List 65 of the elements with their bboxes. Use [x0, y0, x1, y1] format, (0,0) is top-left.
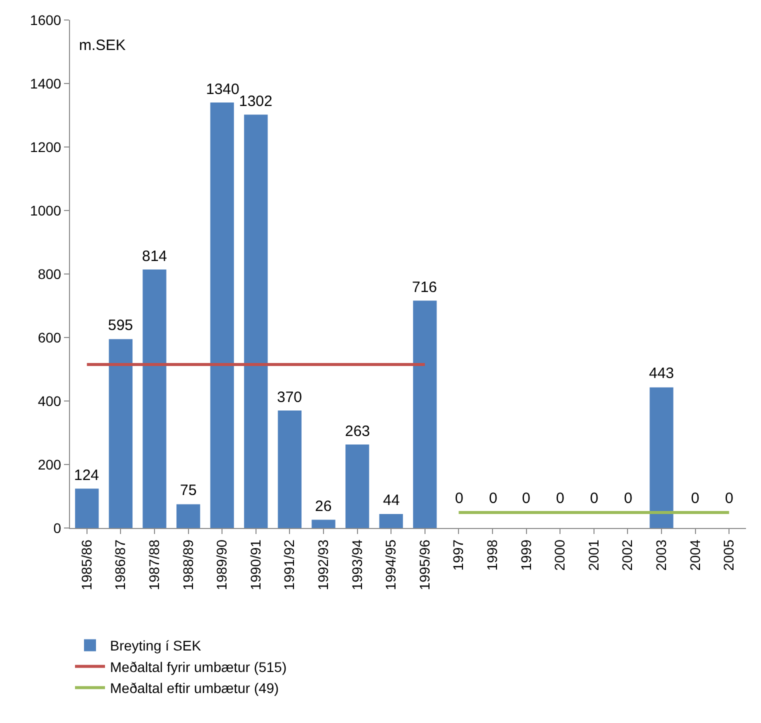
- data-label: 0: [691, 490, 700, 507]
- data-label: 1340: [206, 81, 240, 98]
- y-tick-label: 1000: [30, 202, 62, 218]
- data-label: 75: [180, 482, 197, 499]
- data-label: 0: [489, 490, 498, 507]
- legend-label: Meðaltal fyrir umbætur (515): [110, 658, 287, 675]
- x-tick-label: 1994/95: [382, 539, 399, 590]
- x-tick-label: 1993/94: [348, 539, 365, 590]
- y-tick-label: 200: [38, 456, 62, 472]
- bar: [108, 339, 133, 528]
- y-tick-label: 1400: [30, 75, 62, 92]
- x-tick-label: 2002: [619, 539, 636, 571]
- x-tick-label: 1997: [450, 539, 466, 571]
- legend-label: Breyting í SEK: [110, 638, 202, 654]
- data-label: 443: [649, 365, 674, 382]
- data-label: 26: [315, 498, 332, 515]
- data-label: 263: [345, 423, 370, 440]
- data-label: 44: [383, 492, 400, 509]
- data-label: 370: [277, 389, 302, 406]
- x-tick-label: 2005: [720, 539, 737, 571]
- bar: [75, 488, 99, 528]
- bar: [278, 410, 302, 528]
- bar: [142, 270, 166, 528]
- x-tick-label: 2001: [585, 539, 602, 571]
- x-tick-label: 1987/88: [146, 539, 162, 590]
- data-label: 0: [556, 490, 564, 507]
- bar: [210, 102, 234, 528]
- x-tick-label: 1988/89: [180, 539, 196, 590]
- y-tick-label: 600: [38, 329, 62, 346]
- data-label: 1302: [239, 93, 272, 110]
- x-tick-label: 2000: [552, 539, 568, 571]
- bar: [312, 520, 336, 528]
- x-tick-label: 1991/92: [281, 539, 298, 590]
- x-tick-label: 2003: [653, 539, 670, 571]
- data-label: 0: [455, 490, 464, 507]
- data-label: 0: [522, 490, 530, 507]
- bar: [244, 114, 268, 528]
- data-label: 0: [725, 490, 734, 507]
- bar: [413, 300, 437, 528]
- bar: [345, 444, 370, 528]
- data-label: 0: [624, 490, 632, 507]
- x-tick-label: 2004: [686, 539, 703, 571]
- y-tick-label: 0: [53, 520, 62, 536]
- x-tick-label: 1995/96: [416, 539, 432, 590]
- data-label: 814: [142, 248, 168, 265]
- x-tick-label: 1989/90: [214, 539, 230, 590]
- x-tick-label: 1999: [518, 539, 534, 571]
- y-tick-label: 1200: [30, 138, 62, 155]
- x-tick-label: 1986/87: [112, 539, 128, 590]
- bar: [379, 514, 403, 528]
- x-tick-label: 1990/91: [247, 539, 264, 590]
- data-label: 0: [590, 490, 598, 507]
- annotation: m.SEK: [79, 37, 126, 54]
- bar: [650, 387, 674, 528]
- data-label: 716: [412, 279, 438, 296]
- data-label: 124: [74, 467, 100, 484]
- y-tick-label: 1600: [30, 12, 62, 28]
- x-tick-label: 1985/86: [78, 539, 94, 590]
- legend-label: Meðaltal eftir umbætur (49): [110, 680, 279, 696]
- x-tick-label: 1992/93: [315, 539, 332, 590]
- bar: [176, 504, 200, 528]
- x-tick-label: 1998: [484, 539, 500, 571]
- y-tick-label: 800: [38, 266, 62, 282]
- y-tick-label: 400: [38, 392, 62, 409]
- data-label: 595: [108, 317, 134, 334]
